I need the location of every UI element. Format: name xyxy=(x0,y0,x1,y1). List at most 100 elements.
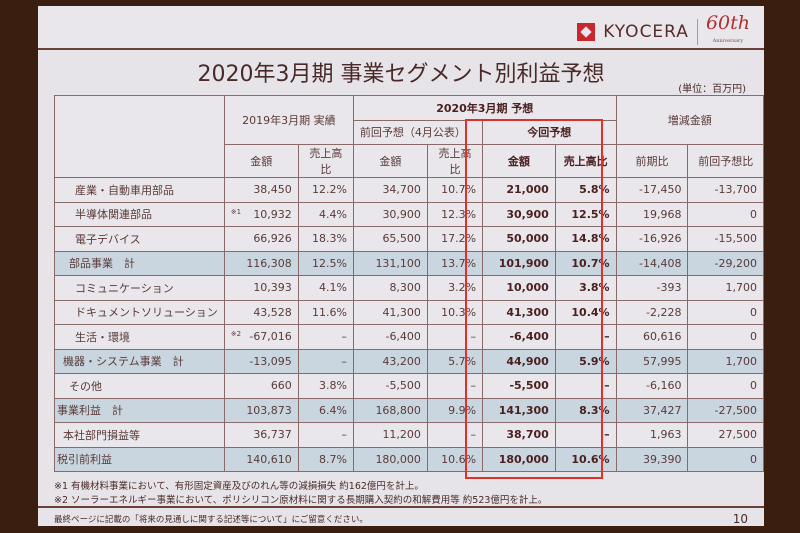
row-label: その他 xyxy=(69,379,102,393)
cell-value: 3.8% xyxy=(318,379,347,393)
row-label: 部品事業 計 xyxy=(69,257,135,271)
cell-value: -67,016 xyxy=(249,330,292,344)
change-yoy: 37,427 xyxy=(615,397,689,423)
cell-value: 19,968 xyxy=(642,207,682,221)
cell-value: 27,500 xyxy=(718,428,758,442)
cell-value: – xyxy=(604,428,610,442)
change-vs-prev: 1,700 xyxy=(687,275,764,301)
ratio-current-forecast: 12.5% xyxy=(554,201,617,227)
cell-value: – xyxy=(470,428,477,442)
footnote-2: ※2 ソーラーエネルギー事業において、ポリシリコン原材料に関する長期購入契約の和… xyxy=(54,495,548,506)
ratio-prev-forecast: 3.2% xyxy=(426,275,484,301)
change-vs-prev: -13,700 xyxy=(687,177,764,203)
change-vs-prev: -29,200 xyxy=(687,250,764,276)
cell-value: – xyxy=(341,354,347,368)
cell-value: 30,900 xyxy=(382,207,421,221)
amount-prev-forecast: -5,500 xyxy=(352,373,428,399)
header-change: 増減金額 xyxy=(615,95,765,145)
segment-label: 税引前利益 xyxy=(54,446,225,472)
amount-prev-forecast: 8,300 xyxy=(352,275,428,301)
cell-value: 12.2% xyxy=(311,183,347,197)
row-label: 事業利益 計 xyxy=(57,404,123,418)
cell-value: 10,000 xyxy=(506,281,549,295)
cell-value: 4.4% xyxy=(318,207,347,221)
cell-value: -29,200 xyxy=(714,256,757,270)
cell-value: 12.5% xyxy=(571,207,610,221)
footnote-1: ※1 有機材料事業において、有形固定資産及びのれん等の減損損失 約162億円を計… xyxy=(54,481,424,492)
amount-current-forecast: 30,900 xyxy=(482,201,556,227)
cell-value: 10.4% xyxy=(571,305,610,319)
cell-value: 131,100 xyxy=(375,256,421,270)
anniversary-subtext: Anniversary xyxy=(712,38,744,44)
header-prev-forecast: 前回予想（4月公表） xyxy=(352,119,484,145)
ratio-fy2019: – xyxy=(297,422,354,448)
amount-prev-forecast: 34,700 xyxy=(352,177,428,203)
table-row: 機器・システム事業 計 -13,095 – 43,200 5.7% 44,900 5.9% 5… xyxy=(54,348,764,374)
change-vs-prev: 0 xyxy=(687,201,764,227)
cell-value: 1,700 xyxy=(725,354,758,368)
anniversary-badge: 60th Anniversary xyxy=(706,14,750,50)
header-fy2019: 2019年3月期 実績 xyxy=(223,95,354,145)
kyocera-logo: KYOCERA 60th Anniversary xyxy=(577,14,750,50)
cell-value: – xyxy=(341,428,347,442)
cell-value: 1,963 xyxy=(649,428,682,442)
row-label: 産業・自動車用部品 xyxy=(75,183,174,197)
cell-value: 60,616 xyxy=(642,330,682,344)
cell-value: 5.9% xyxy=(579,354,610,368)
table-row: 産業・自動車用部品 38,450 12.2% 34,700 10.7% 21,000 5.8… xyxy=(54,177,764,203)
segment-label: 機器・システム事業 計 xyxy=(54,348,225,374)
row-label: 機器・システム事業 計 xyxy=(63,355,184,369)
cell-value: 0 xyxy=(750,207,757,221)
change-vs-prev: 0 xyxy=(687,299,764,325)
cell-value: 41,300 xyxy=(506,305,549,319)
amount-prev-forecast: 131,100 xyxy=(352,250,428,276)
table-row: ドキュメントソリューション 43,528 11.6% 41,300 10.3% 41,30… xyxy=(54,299,764,325)
table-body: 産業・自動車用部品 38,450 12.2% 34,700 10.7% 21,000 5.8… xyxy=(54,177,764,472)
cell-value: – xyxy=(470,330,477,344)
cell-value: 10.3% xyxy=(441,305,477,319)
amount-prev-forecast: 30,900 xyxy=(352,201,428,227)
amount-prev-forecast: 11,200 xyxy=(352,422,428,448)
cell-value: -6,400 xyxy=(385,330,421,344)
amount-prev-forecast: -6,400 xyxy=(352,324,428,350)
ratio-prev-forecast: 5.7% xyxy=(426,348,484,374)
ratio-current-forecast: 5.9% xyxy=(554,348,617,374)
change-yoy: -6,160 xyxy=(615,373,689,399)
cell-value: -14,408 xyxy=(639,256,682,270)
cell-value: – xyxy=(341,330,347,344)
cell-value: 9.9% xyxy=(448,403,477,417)
kyocera-mark-icon xyxy=(577,23,596,41)
segment-label: 電子デバイス xyxy=(54,226,225,252)
ratio-current-forecast: 8.3% xyxy=(554,397,617,423)
cell-value: 0 xyxy=(750,379,757,393)
amount-current-forecast: 38,700 xyxy=(482,422,556,448)
cell-value: 30,900 xyxy=(506,207,549,221)
header-ratio: 売上高比 xyxy=(426,144,484,178)
ratio-fy2019: 3.8% xyxy=(297,373,354,399)
cell-value: 39,390 xyxy=(642,452,682,466)
cell-value: 11,200 xyxy=(382,428,421,442)
ratio-prev-forecast: 13.7% xyxy=(426,250,484,276)
cell-value: 50,000 xyxy=(506,232,549,246)
change-vs-prev: 0 xyxy=(687,324,764,350)
segment-label: 半導体関連部品 xyxy=(54,201,225,227)
cell-value: 101,900 xyxy=(498,256,549,270)
segment-profit-table: 2019年3月期 実績 2020年3月期 予想 増減金額 前回予想（4月公表） … xyxy=(54,95,765,472)
segment-label: 生活・環境 xyxy=(54,324,225,350)
ratio-prev-forecast: – xyxy=(426,422,484,448)
cell-value: -16,926 xyxy=(639,232,682,246)
table-row: 生活・環境 ※2 -67,016 – -6,400 – -6,400 – 60,616 0 xyxy=(54,324,764,350)
amount-fy2019: ※1 10,932 xyxy=(223,201,299,227)
amount-fy2019: 38,450 xyxy=(223,177,299,203)
cell-value: 10.7% xyxy=(571,256,610,270)
cell-value: 38,700 xyxy=(506,428,549,442)
cell-value: 10,393 xyxy=(253,281,292,295)
change-yoy: -2,228 xyxy=(615,299,689,325)
ratio-current-forecast: – xyxy=(554,422,617,448)
ratio-prev-forecast: 12.3% xyxy=(426,201,484,227)
cell-value: – xyxy=(604,330,610,344)
cell-value: – xyxy=(470,379,477,393)
cell-value: 41,300 xyxy=(382,305,421,319)
row-label: コミュニケーション xyxy=(75,281,174,295)
change-vs-prev: 1,700 xyxy=(687,348,764,374)
